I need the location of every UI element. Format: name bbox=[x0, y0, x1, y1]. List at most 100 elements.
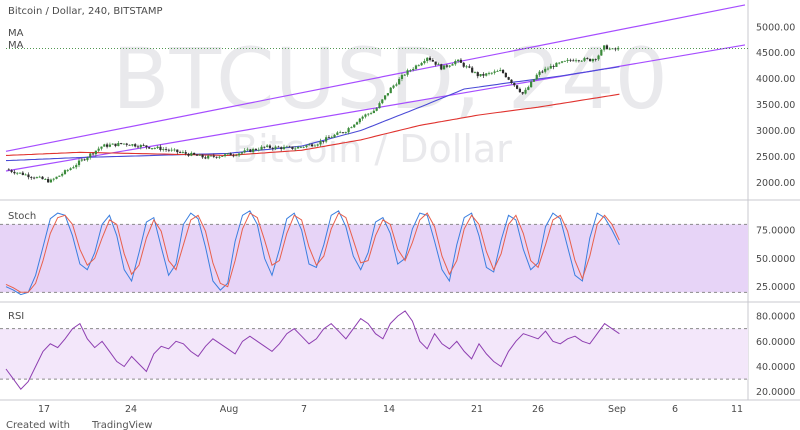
candle-body bbox=[608, 48, 611, 50]
candle-body bbox=[257, 149, 260, 151]
ma-line-1 bbox=[5, 66, 620, 162]
price-candle bbox=[125, 142, 128, 147]
candle-body bbox=[229, 153, 232, 156]
price-candle bbox=[546, 66, 550, 71]
candle-body bbox=[10, 170, 13, 172]
candle-body bbox=[372, 110, 375, 114]
price-candle bbox=[462, 62, 465, 68]
channel-upper-line bbox=[5, 4, 746, 152]
price-candle bbox=[344, 131, 347, 134]
price-candle bbox=[589, 58, 592, 62]
candle-body bbox=[583, 58, 586, 61]
candle-body bbox=[181, 152, 185, 153]
price-candle bbox=[451, 63, 454, 66]
price-candle bbox=[541, 70, 544, 74]
candle-body bbox=[237, 153, 241, 156]
footer-brand[interactable]: TradingView bbox=[91, 420, 152, 430]
price-candle bbox=[232, 153, 235, 158]
candle-body bbox=[221, 156, 224, 157]
candle-body bbox=[384, 95, 387, 100]
price-candle bbox=[13, 169, 16, 175]
candle-body bbox=[52, 178, 55, 180]
price-candle bbox=[162, 147, 165, 152]
price-candle bbox=[52, 177, 55, 182]
price-candle bbox=[111, 143, 114, 145]
candle-body bbox=[423, 61, 426, 64]
price-axis-tick: 5000.00 bbox=[756, 22, 795, 33]
candle-body bbox=[193, 152, 196, 155]
candle-body bbox=[148, 147, 151, 149]
candle-body bbox=[232, 155, 235, 157]
price-candle bbox=[392, 84, 395, 90]
price-candle bbox=[120, 142, 123, 145]
price-candle bbox=[75, 163, 78, 170]
candle-body bbox=[485, 73, 488, 76]
candle-body bbox=[271, 147, 274, 149]
candle-body bbox=[305, 145, 308, 147]
candle-body bbox=[268, 145, 272, 148]
candle-body bbox=[375, 108, 378, 111]
price-candle bbox=[305, 144, 308, 149]
price-candle bbox=[454, 59, 457, 66]
candle-body bbox=[558, 62, 561, 64]
candle-body bbox=[63, 170, 67, 174]
price-candle bbox=[409, 69, 412, 73]
candle-body bbox=[577, 60, 580, 62]
candle-body bbox=[426, 57, 429, 62]
price-candle bbox=[170, 147, 173, 152]
candle-body bbox=[560, 61, 564, 63]
candle-body bbox=[541, 71, 544, 73]
candle-body bbox=[589, 58, 592, 62]
price-candle bbox=[597, 54, 600, 61]
price-candle bbox=[260, 145, 263, 151]
stoch-line-d bbox=[5, 212, 620, 293]
candle-body bbox=[153, 148, 156, 149]
candle-body bbox=[409, 70, 412, 71]
candle-body bbox=[597, 55, 600, 60]
price-candle bbox=[468, 64, 471, 69]
price-candle bbox=[325, 135, 328, 144]
candle-body bbox=[280, 147, 283, 150]
candle-body bbox=[167, 149, 170, 151]
candle-body bbox=[285, 146, 288, 148]
price-candle bbox=[605, 44, 609, 50]
candle-body bbox=[367, 113, 370, 115]
candle-body bbox=[145, 145, 148, 148]
watermark-name: Bitcoin / Dollar bbox=[232, 127, 512, 171]
candle-body bbox=[252, 148, 255, 152]
price-candle bbox=[482, 72, 485, 78]
price-candle bbox=[549, 63, 552, 69]
price-candle bbox=[263, 146, 266, 149]
price-candle bbox=[156, 145, 159, 150]
price-candle bbox=[381, 99, 384, 105]
price-candle bbox=[608, 47, 611, 51]
candle-body bbox=[600, 49, 603, 56]
price-candle bbox=[44, 178, 47, 180]
price-axis-tick: 3000.00 bbox=[756, 126, 795, 137]
candle-body bbox=[302, 146, 305, 148]
candle-body bbox=[535, 74, 538, 80]
candle-body bbox=[235, 155, 238, 157]
candle-body bbox=[440, 64, 443, 70]
price-candle bbox=[66, 168, 69, 173]
price-candle bbox=[179, 150, 182, 154]
time-axis-tick: 26 bbox=[532, 404, 544, 415]
price-candle bbox=[226, 153, 229, 156]
candle-body bbox=[27, 174, 30, 178]
price-candle bbox=[209, 155, 213, 157]
candle-body bbox=[468, 66, 471, 68]
price-candle bbox=[437, 62, 440, 65]
price-candle bbox=[552, 64, 555, 70]
price-candle bbox=[296, 145, 300, 149]
price-candle bbox=[614, 47, 617, 52]
candle-body bbox=[403, 74, 406, 76]
price-candle bbox=[249, 148, 252, 153]
price-candle bbox=[417, 64, 420, 67]
candle-body bbox=[417, 65, 420, 67]
price-candle bbox=[532, 79, 536, 83]
candle-body bbox=[139, 144, 142, 148]
price-candle bbox=[420, 61, 423, 66]
price-candle bbox=[218, 155, 221, 159]
price-candle bbox=[167, 148, 170, 153]
candle-body bbox=[274, 146, 277, 149]
